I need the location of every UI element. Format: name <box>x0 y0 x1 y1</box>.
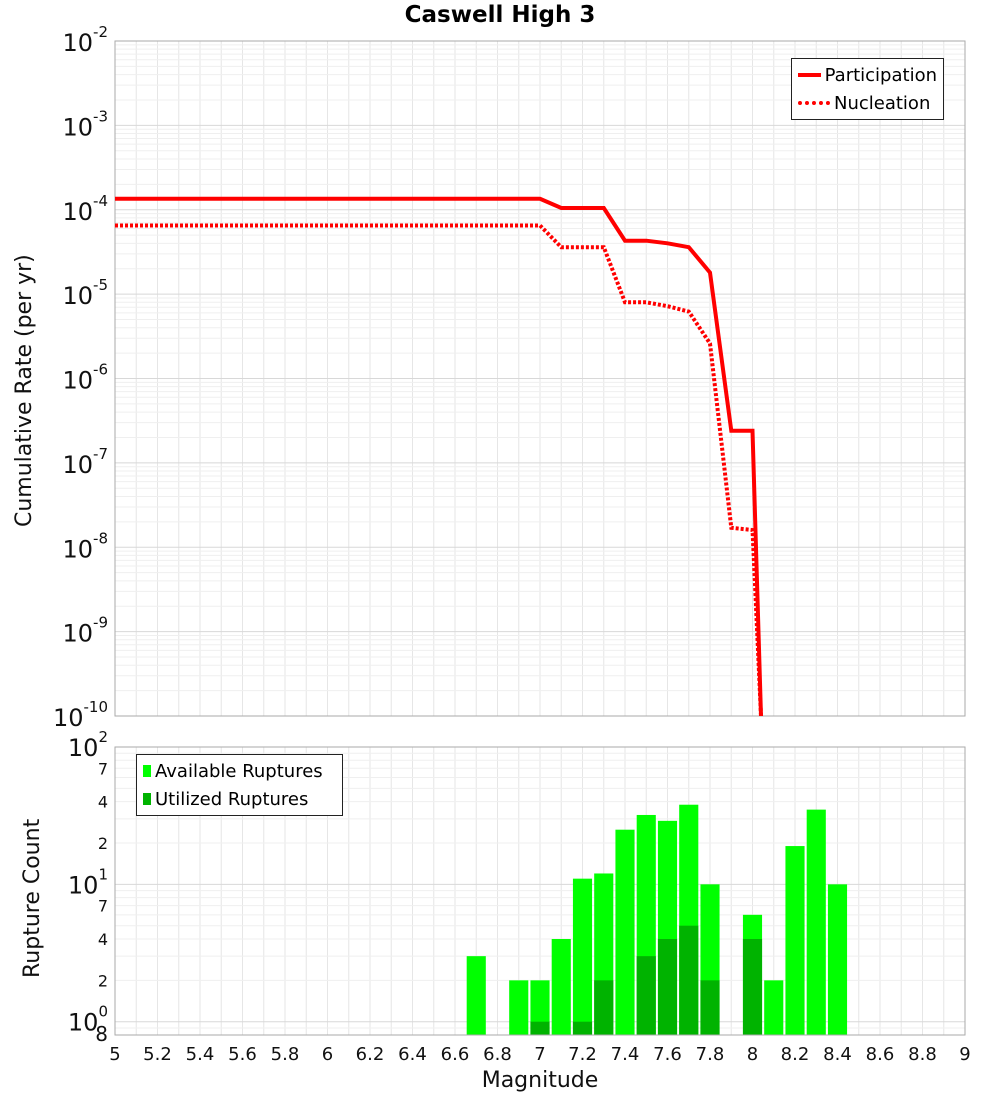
bar-utilized <box>594 980 614 1035</box>
x-tick-label: 6.6 <box>441 1044 470 1065</box>
series-line-nucleation <box>115 223 763 717</box>
x-tick-label: 7 <box>534 1044 545 1065</box>
x-tick-label: 8.8 <box>908 1044 937 1065</box>
bottom-y-minor-tick-label: 7 <box>98 897 108 916</box>
bar-available <box>551 939 571 1035</box>
bar-available <box>827 884 848 1035</box>
bar-utilized <box>636 956 656 1035</box>
bar-available <box>785 846 805 1035</box>
bottom-y-minor-tick-label: 2 <box>98 971 108 990</box>
bar-utilized <box>679 925 699 1035</box>
x-tick-label: 6.2 <box>356 1044 385 1065</box>
x-tick-label: 6.8 <box>483 1044 512 1065</box>
x-tick-label: 7.4 <box>611 1044 640 1065</box>
bar-available <box>572 878 593 1035</box>
bottom-y-minor-tick-label: 4 <box>98 930 108 949</box>
bar-available <box>509 980 529 1035</box>
top-y-tick-label: 10-6 <box>62 361 108 395</box>
legend-label-participation: Participation <box>824 64 937 86</box>
legend-item-utilized: Utilized Ruptures <box>143 785 336 813</box>
bar-available <box>806 809 826 1035</box>
bottom-y-minor-tick-label: 7 <box>98 759 108 778</box>
top-y-tick-label: 10-9 <box>62 614 108 648</box>
bottom-legend: Available Ruptures Utilized Ruptures <box>136 754 343 816</box>
bottom-y-minor-tick-label: 4 <box>98 793 108 812</box>
legend-item-participation: Participation <box>798 61 937 89</box>
bar-available <box>530 980 550 1035</box>
series-line-participation <box>115 196 763 717</box>
top-plot-frame <box>114 40 966 717</box>
bar-available <box>466 956 486 1035</box>
x-tick-label: 5.8 <box>271 1044 300 1065</box>
bar-available <box>764 980 784 1035</box>
x-tick-label: 8.6 <box>866 1044 895 1065</box>
bar-utilized <box>572 1021 593 1035</box>
top-legend: Participation Nucleation <box>791 58 944 120</box>
x-axis-label: Magnitude <box>481 1068 599 1093</box>
legend-swatch-nucleation <box>798 101 830 105</box>
legend-label-utilized: Utilized Ruptures <box>155 788 309 810</box>
x-tick-label: 6.4 <box>398 1044 427 1065</box>
bottom-y-minor-tick-label: 2 <box>98 834 108 853</box>
legend-label-available: Available Ruptures <box>155 760 323 782</box>
chart-title: Caswell High 3 <box>404 2 596 28</box>
x-tick-label: 5 <box>109 1044 120 1065</box>
bottom-y-minor-tick-label: 8 <box>95 1022 108 1046</box>
bottom-y-tick-label: 101 <box>68 865 108 899</box>
bar-available <box>615 829 635 1035</box>
bar-utilized <box>530 1021 550 1035</box>
legend-label-nucleation: Nucleation <box>834 92 931 114</box>
x-tick-label: 8.2 <box>781 1044 810 1065</box>
legend-item-nucleation: Nucleation <box>798 89 937 117</box>
top-y-tick-label: 10-10 <box>53 698 108 732</box>
x-tick-label: 9 <box>959 1044 970 1065</box>
x-tick-label: 7.6 <box>653 1044 682 1065</box>
x-tick-label: 6 <box>322 1044 333 1065</box>
top-y-tick-label: 10-4 <box>62 192 108 226</box>
top-y-tick-label: 10-2 <box>62 23 108 57</box>
top-y-tick-label: 10-5 <box>62 276 108 310</box>
bottom-y-tick-label: 102 <box>68 728 108 762</box>
legend-swatch-available <box>143 765 151 777</box>
x-tick-label: 8.4 <box>823 1044 852 1065</box>
x-tick-label: 7.8 <box>696 1044 725 1065</box>
bar-utilized <box>742 939 763 1035</box>
bottom-plot-frame <box>114 746 966 1036</box>
bar-utilized <box>657 939 678 1035</box>
bar-utilized <box>700 980 720 1035</box>
legend-swatch-participation <box>798 73 821 77</box>
top-y-tick-label: 10-7 <box>62 445 108 479</box>
legend-item-available: Available Ruptures <box>143 757 336 785</box>
top-y-tick-label: 10-3 <box>62 107 108 141</box>
x-tick-label: 5.4 <box>186 1044 215 1065</box>
x-tick-label: 8 <box>747 1044 758 1065</box>
legend-swatch-utilized <box>143 793 151 805</box>
top-y-tick-label: 10-8 <box>62 529 108 563</box>
x-tick-label: 7.2 <box>568 1044 597 1065</box>
x-tick-label: 5.6 <box>228 1044 257 1065</box>
x-tick-label: 5.2 <box>143 1044 172 1065</box>
